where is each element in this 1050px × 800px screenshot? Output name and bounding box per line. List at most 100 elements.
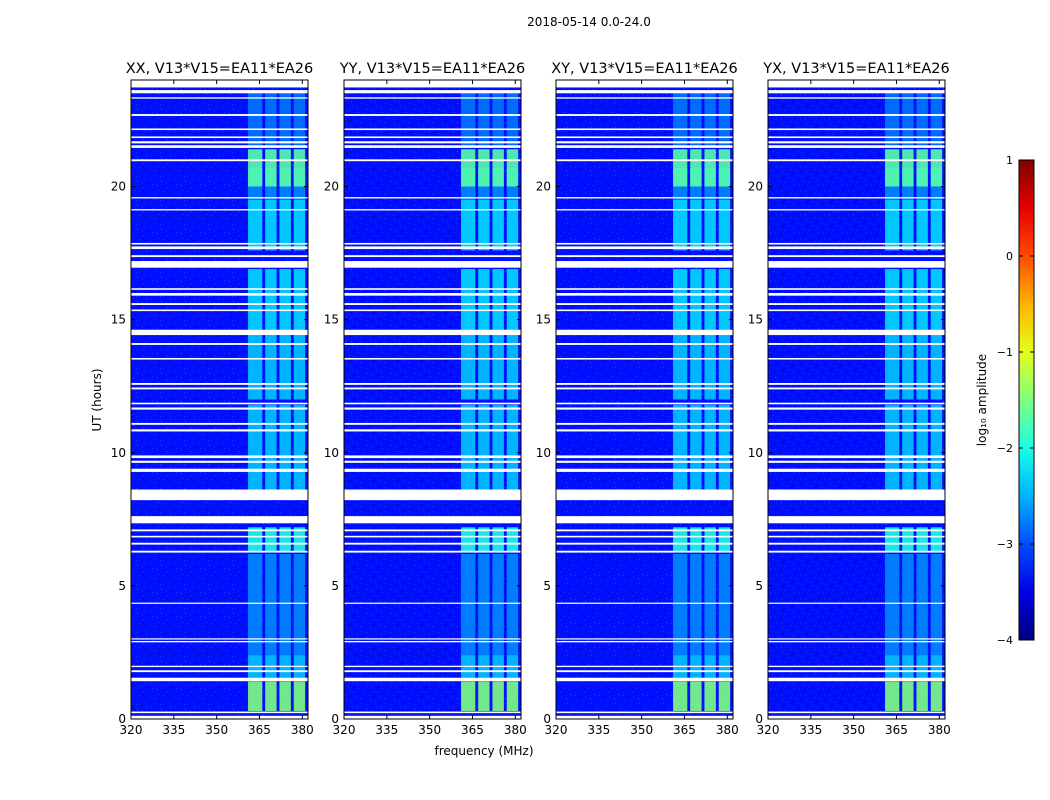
rfi-cell: [673, 404, 688, 491]
flagged-row: [768, 535, 945, 538]
rfi-cell: [930, 527, 943, 552]
flagged-row: [556, 711, 733, 714]
rfi-cell: [690, 655, 702, 682]
rfi-cell: [930, 335, 943, 400]
flagged-row: [131, 429, 308, 432]
flagged-row: [556, 80, 733, 88]
rfi-cell: [265, 335, 277, 400]
flagged-row: [556, 136, 733, 139]
flagged-row: [556, 288, 733, 290]
rfi-cell: [248, 527, 263, 552]
panel-3: XY, V13*V15=EA11*EA26 320 335 350 365 380 0 5 10…: [536, 61, 739, 737]
flagged-row: [131, 529, 308, 532]
flagged-row: [131, 246, 308, 250]
rfi-cell: [885, 404, 900, 491]
flagged-row: [344, 159, 521, 162]
x-tick-label: 365: [673, 723, 696, 737]
x-tick-label: 320: [757, 723, 780, 737]
flagged-row: [131, 602, 308, 604]
rfi-cell: [265, 149, 277, 187]
rfi-cell: [461, 149, 476, 187]
flagged-row: [556, 145, 733, 148]
flagged-row: [768, 422, 945, 425]
flagged-row: [768, 303, 945, 305]
rfi-cell: [690, 90, 702, 147]
flagged-row: [556, 97, 733, 99]
flagged-row: [344, 460, 521, 463]
flagged-row: [131, 640, 308, 643]
rfi-cell: [704, 90, 716, 147]
rfi-cell: [673, 269, 688, 336]
rfi-cell: [293, 404, 306, 491]
rfi-cell: [916, 404, 928, 491]
rfi-cell: [885, 527, 900, 552]
rfi-cell: [478, 655, 490, 682]
flagged-row: [131, 422, 308, 425]
flagged-row: [344, 638, 521, 640]
rfi-cell: [248, 199, 263, 251]
flagged-row: [768, 602, 945, 604]
x-tick-label: 320: [333, 723, 356, 737]
rfi-cell: [478, 553, 490, 656]
rfi-cell: [930, 149, 943, 187]
rfi-cell: [718, 681, 731, 712]
y-tick-label: 15: [324, 313, 339, 327]
flagged-row: [556, 429, 733, 432]
flagged-row: [768, 114, 945, 116]
flagged-row: [344, 197, 521, 199]
flagged-row: [344, 429, 521, 432]
rfi-cell: [478, 404, 490, 491]
rfi-cell: [690, 404, 702, 491]
rfi-cell: [673, 553, 688, 656]
rfi-cell: [248, 553, 263, 656]
rfi-cell: [293, 199, 306, 251]
flagged-row: [344, 516, 521, 524]
panel-title: YY, V13*V15=EA11*EA26: [339, 61, 525, 77]
flagged-row: [556, 677, 733, 682]
x-tick-label: 335: [375, 723, 398, 737]
flagged-row: [344, 382, 521, 385]
flagged-row: [344, 303, 521, 305]
y-tick-label: 0: [331, 712, 339, 726]
rfi-cell: [673, 149, 688, 187]
flagged-row: [131, 329, 308, 336]
rfi-cell: [930, 269, 943, 336]
flagged-row: [556, 468, 733, 472]
rfi-cell: [506, 335, 519, 400]
rfi-cell: [690, 335, 702, 400]
flagged-row: [131, 80, 308, 88]
flagged-row: [768, 407, 945, 410]
rfi-cell: [279, 335, 291, 400]
rfi-cell: [718, 527, 731, 552]
rfi-cell: [265, 269, 277, 336]
flagged-row: [768, 90, 945, 94]
rfi-cell: [673, 527, 688, 552]
flagged-row: [131, 242, 308, 245]
y-tick-label: 10: [324, 446, 339, 460]
x-tick-label: 350: [205, 723, 228, 737]
flagged-row: [344, 468, 521, 472]
rfi-cell: [885, 199, 900, 251]
rfi-cell: [718, 335, 731, 400]
rfi-cell: [492, 404, 504, 491]
x-tick-label: 380: [291, 723, 314, 737]
panel-frame: [555, 79, 734, 720]
y-tick-label: 5: [543, 579, 551, 593]
flagged-row: [556, 309, 733, 312]
flagged-row: [344, 141, 521, 144]
rfi-cell: [279, 527, 291, 552]
rfi-cell: [279, 149, 291, 187]
y-tick-label: 20: [536, 180, 551, 194]
rfi-cell: [461, 404, 476, 491]
rfi-cell: [902, 335, 914, 400]
rfi-cell: [704, 335, 716, 400]
flagged-row: [556, 422, 733, 425]
rfi-cell: [902, 553, 914, 656]
flagged-row: [768, 715, 945, 719]
flagged-row: [131, 407, 308, 410]
rfi-cell: [248, 149, 263, 187]
x-tick-label: 365: [885, 723, 908, 737]
flagged-row: [768, 159, 945, 162]
x-tick-label: 365: [248, 723, 271, 737]
y-tick-label: 0: [543, 712, 551, 726]
